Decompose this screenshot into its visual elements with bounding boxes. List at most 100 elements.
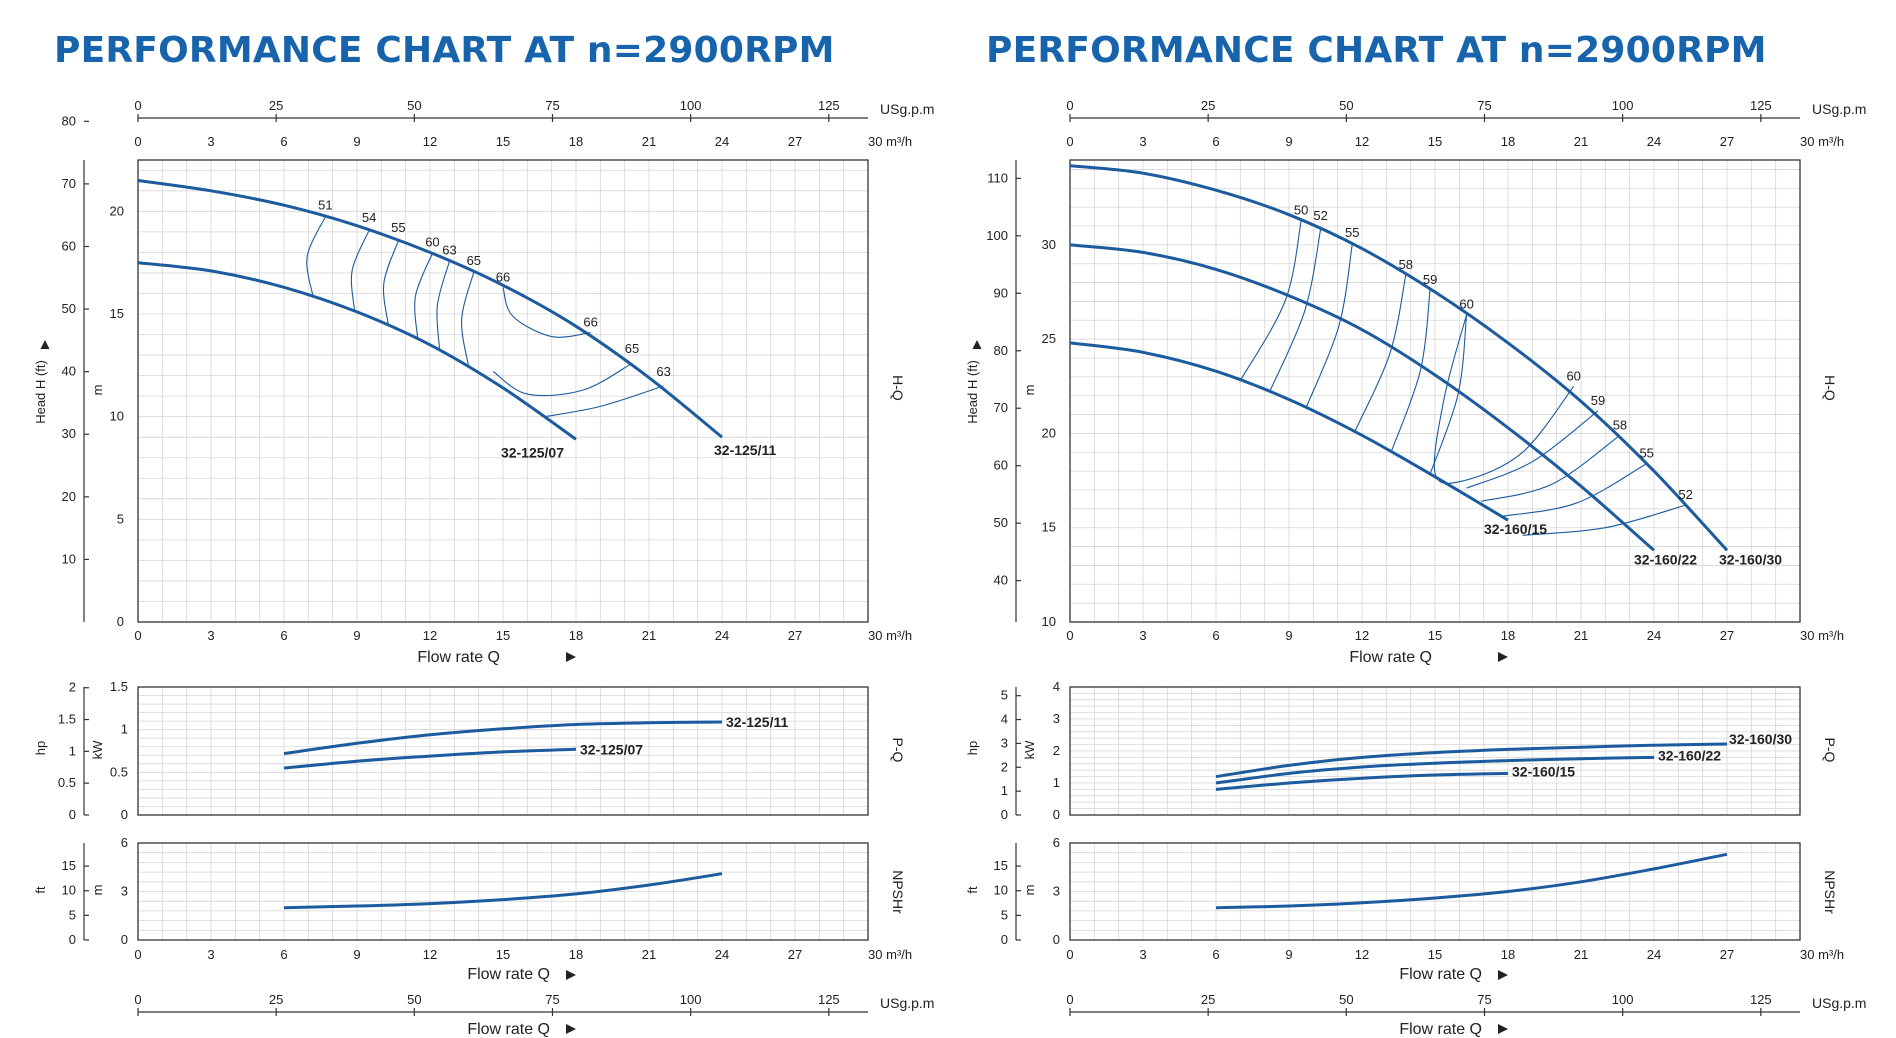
hq-iso-efficiency-line: [1354, 274, 1407, 432]
left-npsh-q-tick-label: 12: [423, 947, 437, 962]
left-q-tick-label: 30 m³/h: [868, 628, 912, 643]
right-m-tick-label: 10: [1042, 614, 1056, 629]
left-top-q-tick-label: 3: [207, 134, 214, 149]
hq-series-label: 32-125/07: [501, 444, 564, 460]
hq-efficiency-label: 59: [1423, 272, 1437, 287]
right-pq-label: P-Q: [1822, 738, 1838, 763]
right-kw-tick-label: 4: [1053, 679, 1060, 694]
right-top-q-tick-label: 0: [1066, 134, 1073, 149]
hq-iso-efficiency-line: [414, 253, 433, 340]
hq-iso-efficiency-line: [502, 287, 591, 338]
hq-efficiency-label: 66: [496, 269, 510, 284]
left-ft-tick-label: 30: [62, 426, 76, 441]
left-usgpm-unit: USg.p.m: [880, 101, 934, 117]
left-top-q-tick-label: 24: [715, 134, 729, 149]
left-bottom-flow-arrow-icon: [566, 1024, 576, 1034]
right-q-tick-label: 0: [1066, 628, 1073, 643]
left-m-tick-label: 10: [110, 409, 124, 424]
hq-curve-32-125/11: [137, 179, 723, 439]
left-hp-label: hp: [33, 741, 48, 755]
right-flow-rate-label: Flow rate Q: [1349, 649, 1432, 666]
right-top-q-tick-label: 3: [1139, 134, 1146, 149]
left-usgpm-tick-label: 0: [134, 98, 141, 113]
left-npsh-ft-tick-label: 0: [69, 932, 76, 947]
right-npsh-q-tick-label: 12: [1355, 947, 1369, 962]
left-usgpm-tick-label: 25: [269, 98, 283, 113]
left-bottom-usgpm-tick-label: 125: [818, 992, 840, 1007]
left-top-q-tick-label: 0: [134, 134, 141, 149]
left-bottom-flow-rate-label: Flow rate Q: [467, 1021, 550, 1038]
hq-efficiency-label: 55: [391, 220, 405, 235]
right-kw-label: kW: [1022, 740, 1037, 760]
hq-iso-efficiency-line: [306, 216, 326, 298]
left-ft-tick-label: 20: [62, 489, 76, 504]
right-hp-tick-label: 1: [1001, 783, 1008, 798]
left-kw-tick-label: 1: [121, 722, 128, 737]
hq-efficiency-label: 52: [1678, 487, 1692, 502]
hq-series-label: 32-125/11: [714, 442, 776, 458]
hq-efficiency-label: 54: [362, 210, 376, 225]
hq-iso-efficiency-line: [350, 229, 370, 312]
pq-frame: [137, 686, 869, 816]
right-usgpm-tick-label: 125: [1750, 98, 1772, 113]
left-ft-tick-label: 50: [62, 301, 76, 316]
left-bottom-usgpm-tick-label: 0: [134, 992, 141, 1007]
right-hp-tick-label: 4: [1001, 712, 1008, 727]
right-npsh-q-tick-label: 3: [1139, 947, 1146, 962]
left-hp-tick-label: 1: [69, 743, 76, 758]
left-npsh-ft-tick-label: 10: [62, 883, 76, 898]
pq-curve-32-125/11: [283, 720, 723, 756]
right-hp-tick-label: 3: [1001, 735, 1008, 750]
hq-iso-efficiency-line: [1481, 434, 1621, 502]
left-usgpm-tick-label: 125: [818, 98, 840, 113]
right-npsh-ft-tick-label: 0: [1001, 932, 1008, 947]
left-usgpm-tick-label: 50: [407, 98, 421, 113]
left-ft-tick-label: 70: [62, 176, 76, 191]
hq-efficiency-label: 52: [1313, 208, 1327, 223]
right-npsh-q-tick-label: 30 m³/h: [1800, 947, 1844, 962]
left-npsh-m-tick-label: 6: [121, 835, 128, 850]
hq-series-label: 32-160/22: [1634, 551, 1697, 567]
left-m-tick-label: 15: [110, 306, 124, 321]
right-npsh-ft-tick-label: 5: [1001, 907, 1008, 922]
right-head-ft-label: Head H (ft): [965, 360, 980, 424]
hq-efficiency-label: 50: [1294, 202, 1308, 217]
right-kw-tick-label: 1: [1053, 775, 1060, 790]
left-q-tick-label: 18: [569, 628, 583, 643]
right-q-tick-label: 9: [1285, 628, 1292, 643]
npsh-curve-npshr: [1215, 852, 1728, 910]
left-q-tick-label: 9: [353, 628, 360, 643]
left-npsh-q-tick-label: 9: [353, 947, 360, 962]
hq-efficiency-label: 63: [656, 364, 670, 379]
right-top-q-tick-label: 12: [1355, 134, 1369, 149]
right-ft-tick-label: 40: [994, 573, 1008, 588]
left-usgpm-tick-label: 75: [545, 98, 559, 113]
left-bottom-usgpm-tick-label: 75: [545, 992, 559, 1007]
left-q-tick-label: 15: [496, 628, 510, 643]
right-kw-tick-label: 3: [1053, 711, 1060, 726]
right-usgpm-tick-label: 25: [1201, 98, 1215, 113]
hq-efficiency-label: 58: [1613, 417, 1627, 432]
left-kw-tick-label: 1.5: [110, 679, 128, 694]
right-npsh-q-tick-label: 6: [1212, 947, 1219, 962]
hq-iso-efficiency-line: [436, 261, 451, 351]
left-kw-label: kW: [90, 740, 105, 760]
left-bottom-usgpm-unit: USg.p.m: [880, 995, 934, 1011]
hq-efficiency-label: 65: [625, 341, 639, 356]
right-npsh-q-tick-label: 24: [1647, 947, 1661, 962]
left-bottom-usgpm-tick-label: 25: [269, 992, 283, 1007]
left-hp-tick-label: 2: [69, 680, 76, 695]
hq-efficiency-label: 59: [1591, 393, 1605, 408]
hq-curve-32-160/15: [1069, 341, 1509, 522]
left-flow-arrow-icon: [566, 652, 576, 662]
left-hp-tick-label: 1.5: [58, 712, 76, 727]
left-hp-tick-label: 0: [69, 807, 76, 822]
left-q-tick-label: 21: [642, 628, 656, 643]
right-usgpm-tick-label: 0: [1066, 98, 1073, 113]
left-top-q-tick-label: 6: [280, 134, 287, 149]
left-npsh-label: NPSHr: [890, 870, 906, 914]
right-bottom-usgpm-unit: USg.p.m: [1812, 995, 1866, 1011]
left-npsh-m-tick-label: 3: [121, 884, 128, 899]
right-usgpm-tick-label: 50: [1339, 98, 1353, 113]
right-npsh-q-tick-label: 0: [1066, 947, 1073, 962]
